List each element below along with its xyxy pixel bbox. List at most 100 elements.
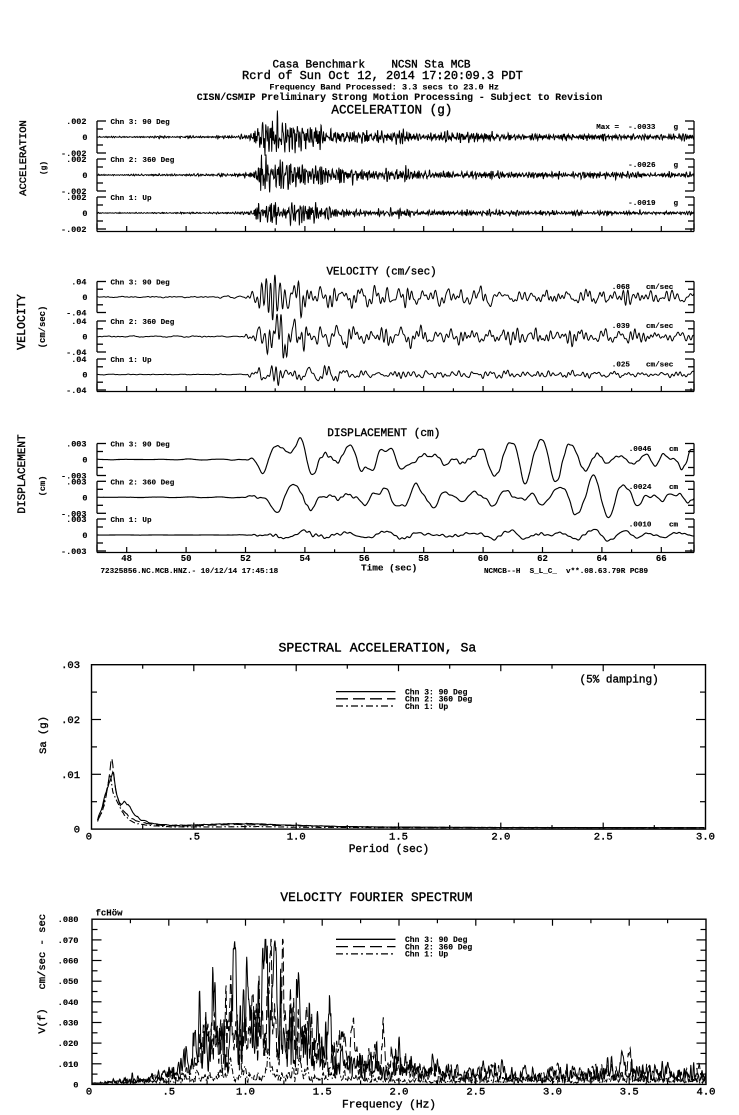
svg-text:.039: .039 bbox=[612, 323, 631, 331]
svg-text:3.0: 3.0 bbox=[543, 1087, 562, 1099]
svg-text:.070: .070 bbox=[58, 936, 79, 946]
svg-text:0: 0 bbox=[82, 456, 87, 466]
svg-text:.04: .04 bbox=[71, 278, 86, 288]
svg-text:.080: .080 bbox=[58, 915, 79, 925]
svg-text:.068: .068 bbox=[612, 284, 631, 292]
svg-text:DISPLACEMENT (cm): DISPLACEMENT (cm) bbox=[327, 428, 440, 440]
svg-text:3.5: 3.5 bbox=[620, 1087, 639, 1099]
svg-text:.0046: .0046 bbox=[629, 446, 652, 454]
svg-text:.002: .002 bbox=[66, 117, 86, 127]
svg-text:Period (sec): Period (sec) bbox=[349, 844, 430, 856]
svg-text:fcHöw: fcHöw bbox=[96, 909, 124, 919]
svg-text:.002: .002 bbox=[66, 193, 86, 203]
svg-text:ACCELERATION: ACCELERATION bbox=[18, 120, 30, 196]
svg-text:0: 0 bbox=[86, 1087, 92, 1099]
svg-text:cm/sec: cm/sec bbox=[646, 323, 674, 331]
svg-text:.010: .010 bbox=[58, 1060, 79, 1070]
svg-text:50: 50 bbox=[181, 554, 192, 564]
svg-text:.04: .04 bbox=[71, 317, 86, 327]
svg-text:1.0: 1.0 bbox=[236, 1087, 255, 1099]
svg-text:cm: cm bbox=[669, 446, 679, 454]
svg-text:VELOCITY: VELOCITY bbox=[16, 294, 29, 350]
svg-text:cm/sec: cm/sec bbox=[646, 362, 674, 370]
svg-text:-.003: -.003 bbox=[61, 509, 87, 519]
svg-text:.003: .003 bbox=[66, 477, 86, 487]
svg-text:.060: .060 bbox=[58, 957, 79, 967]
svg-text:Max = -.0033: Max = -.0033 bbox=[596, 124, 656, 132]
svg-text:54: 54 bbox=[299, 554, 310, 564]
svg-text:g: g bbox=[674, 200, 679, 208]
svg-text:Casa Benchmark NCSN Sta MCB: Casa Benchmark NCSN Sta MCB bbox=[273, 59, 471, 71]
svg-text:0: 0 bbox=[73, 1080, 78, 1090]
svg-text:2.0: 2.0 bbox=[491, 831, 510, 843]
svg-text:VELOCITY (cm/sec): VELOCITY (cm/sec) bbox=[327, 267, 437, 279]
svg-text:0: 0 bbox=[86, 831, 92, 843]
svg-text:60: 60 bbox=[478, 554, 489, 564]
svg-text:1.5: 1.5 bbox=[389, 831, 408, 843]
svg-text:-.003: -.003 bbox=[61, 472, 87, 482]
svg-text:.003: .003 bbox=[66, 515, 86, 525]
svg-text:.040: .040 bbox=[58, 998, 79, 1008]
svg-text:cm/sec: cm/sec bbox=[646, 284, 674, 292]
svg-text:ACCELERATION (g): ACCELERATION (g) bbox=[331, 103, 452, 117]
svg-text:.03: .03 bbox=[61, 660, 80, 672]
svg-text:4.0: 4.0 bbox=[697, 1087, 716, 1099]
svg-text:g: g bbox=[674, 124, 679, 132]
svg-text:48: 48 bbox=[121, 554, 132, 564]
svg-text:.050: .050 bbox=[58, 977, 79, 987]
svg-text:.5: .5 bbox=[187, 831, 200, 843]
svg-text:CISN/CSMIP Preliminary Strong: CISN/CSMIP Preliminary Strong Motion Pro… bbox=[197, 92, 603, 103]
svg-text:-.003: -.003 bbox=[61, 547, 87, 557]
svg-text:-.002: -.002 bbox=[61, 225, 87, 235]
svg-text:Chn 3: 90 Deg: Chn 3: 90 Deg bbox=[111, 442, 171, 450]
svg-text:-.04: -.04 bbox=[66, 348, 86, 358]
svg-text:72325856.NC.MCB.HNZ.- 10/12/14: 72325856.NC.MCB.HNZ.- 10/12/14 17:45:18 bbox=[101, 568, 279, 576]
svg-text:Chn 2: 360 Deg: Chn 2: 360 Deg bbox=[111, 157, 175, 165]
svg-text:-.0026: -.0026 bbox=[628, 162, 656, 170]
svg-text:58: 58 bbox=[418, 554, 429, 564]
svg-text:-.0019: -.0019 bbox=[628, 200, 656, 208]
svg-text:g: g bbox=[674, 162, 679, 170]
svg-text:Chn 2: 360 Deg: Chn 2: 360 Deg bbox=[405, 943, 472, 952]
svg-text:1.0: 1.0 bbox=[287, 831, 306, 843]
svg-text:Chn 3: 90 Deg: Chn 3: 90 Deg bbox=[111, 280, 171, 288]
svg-text:66: 66 bbox=[656, 554, 667, 564]
svg-text:.0024: .0024 bbox=[629, 484, 652, 492]
svg-text:Chn 3: 90 Deg: Chn 3: 90 Deg bbox=[405, 688, 468, 697]
svg-text:.020: .020 bbox=[58, 1039, 79, 1049]
svg-text:0: 0 bbox=[82, 493, 87, 503]
svg-text:Chn 1: Up: Chn 1: Up bbox=[405, 951, 448, 960]
svg-text:V(f) cm/sec - sec: V(f) cm/sec - sec bbox=[37, 914, 49, 1034]
svg-text:-.04: -.04 bbox=[66, 309, 86, 319]
svg-text:3.0: 3.0 bbox=[696, 831, 715, 843]
svg-text:2.5: 2.5 bbox=[466, 1087, 485, 1099]
svg-text:0: 0 bbox=[82, 293, 87, 303]
svg-text:0: 0 bbox=[82, 209, 87, 219]
svg-text:Chn 1: Up: Chn 1: Up bbox=[111, 517, 152, 525]
svg-text:(cm/sec): (cm/sec) bbox=[38, 306, 48, 349]
svg-text:64: 64 bbox=[596, 554, 607, 564]
svg-text:0: 0 bbox=[82, 133, 87, 143]
svg-text:Chn 3: 90 Deg: Chn 3: 90 Deg bbox=[405, 936, 468, 945]
svg-text:0: 0 bbox=[82, 333, 87, 343]
svg-text:0: 0 bbox=[82, 171, 87, 181]
svg-text:Time (sec): Time (sec) bbox=[361, 563, 417, 574]
svg-text:-.04: -.04 bbox=[66, 386, 86, 396]
svg-text:cm: cm bbox=[669, 522, 679, 530]
svg-text:.01: .01 bbox=[61, 770, 80, 782]
svg-text:2.5: 2.5 bbox=[594, 831, 613, 843]
svg-text:(cm): (cm) bbox=[38, 476, 48, 497]
svg-text:(g): (g) bbox=[41, 161, 49, 175]
svg-text:56: 56 bbox=[359, 554, 370, 564]
svg-text:-.002: -.002 bbox=[61, 149, 87, 159]
svg-text:Sa (g): Sa (g) bbox=[38, 716, 50, 754]
svg-text:0: 0 bbox=[74, 825, 80, 837]
svg-text:Frequency Band Processed: 3.3: Frequency Band Processed: 3.3 secs to 23… bbox=[269, 82, 499, 92]
svg-text:Chn 1: Up: Chn 1: Up bbox=[405, 703, 448, 712]
svg-text:.04: .04 bbox=[71, 355, 86, 365]
svg-text:.0010: .0010 bbox=[629, 522, 652, 530]
svg-text:62: 62 bbox=[537, 554, 548, 564]
svg-text:2.0: 2.0 bbox=[390, 1087, 409, 1099]
svg-text:-.002: -.002 bbox=[61, 187, 87, 197]
svg-text:.030: .030 bbox=[58, 1019, 79, 1029]
